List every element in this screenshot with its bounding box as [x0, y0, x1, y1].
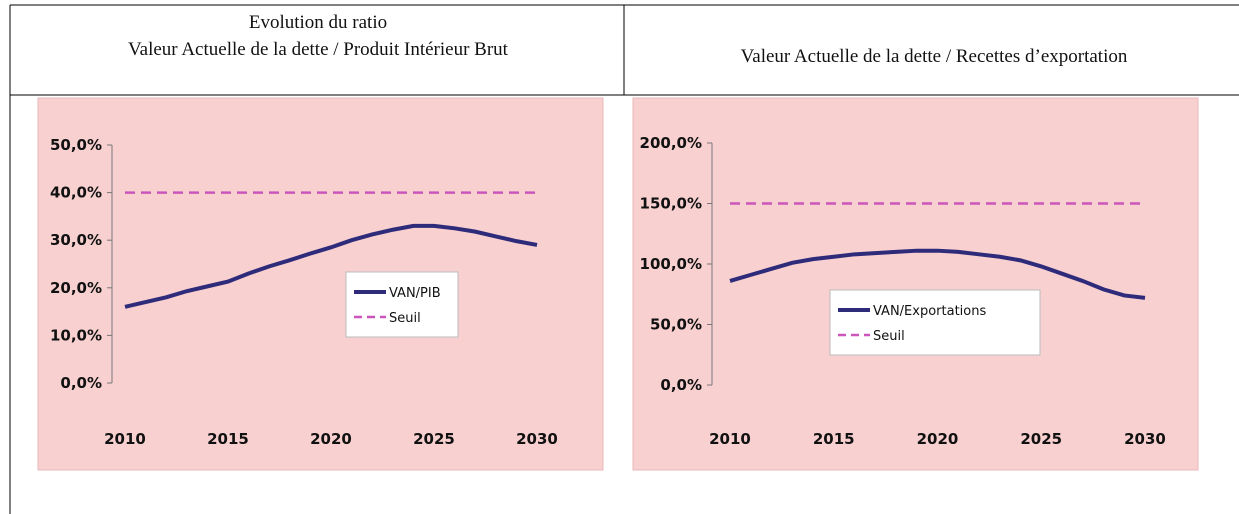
x-tick-label: 2015	[207, 430, 249, 448]
series-line	[729, 248, 1146, 300]
y-tick-label: 50,0%	[650, 316, 702, 334]
x-tick-label: 2025	[413, 430, 455, 448]
header-line: Valeur Actuelle de la dette / Recettes d…	[741, 46, 1128, 67]
plot-background	[632, 97, 1199, 471]
x-tick-label: 2010	[104, 430, 146, 448]
legend-label: Seuil	[873, 329, 905, 344]
y-tick-label: 0,0%	[660, 376, 702, 394]
y-tick-label: 200,0%	[640, 134, 702, 152]
header-line: Valeur Actuelle de la dette / Produit In…	[128, 39, 509, 60]
x-tick-label: 2020	[917, 430, 959, 448]
y-tick-label: 100,0%	[640, 255, 702, 273]
y-tick-label: 30,0%	[50, 231, 102, 249]
legend-box	[829, 289, 1041, 356]
legend-box	[345, 271, 459, 338]
x-tick-label: 2015	[813, 430, 855, 448]
y-tick-label: 20,0%	[50, 279, 102, 297]
x-tick-label: 2025	[1020, 430, 1062, 448]
y-tick-label: 10,0%	[50, 326, 102, 344]
x-tick-label: 2010	[709, 430, 751, 448]
legend-label: Seuil	[389, 311, 421, 326]
legend-label: VAN/Exportations	[873, 304, 986, 319]
x-tick-label: 2030	[1124, 430, 1166, 448]
series-line	[124, 223, 538, 309]
y-tick-label: 150,0%	[640, 195, 702, 213]
header-line: Evolution du ratio	[249, 12, 387, 33]
legend-label: VAN/PIB	[389, 286, 441, 301]
y-tick-label: 40,0%	[50, 184, 102, 202]
x-tick-label: 2030	[516, 430, 558, 448]
table-lines	[9, 4, 1239, 514]
y-tick-label: 50,0%	[50, 136, 102, 154]
x-tick-label: 2020	[310, 430, 352, 448]
y-tick-label: 0,0%	[60, 374, 102, 392]
plot-background	[37, 97, 604, 471]
